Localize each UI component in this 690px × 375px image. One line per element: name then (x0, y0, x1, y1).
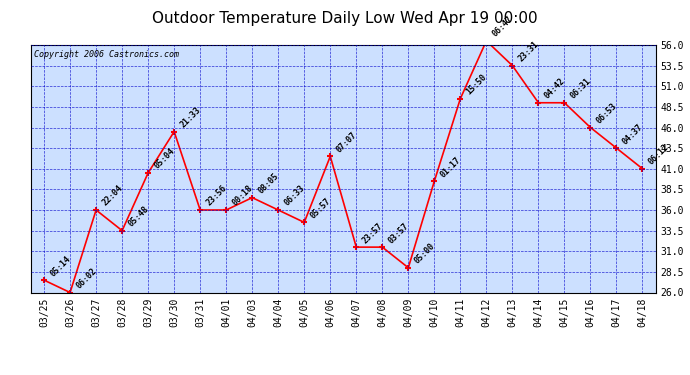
Text: 23:31: 23:31 (517, 39, 540, 63)
Text: 00:18: 00:18 (230, 184, 255, 208)
Text: Copyright 2006 Castronics.com: Copyright 2006 Castronics.com (34, 50, 179, 59)
Text: 04:37: 04:37 (620, 122, 644, 146)
Text: 06:02: 06:02 (75, 266, 98, 290)
Text: 04:42: 04:42 (542, 76, 566, 101)
Text: 05:48: 05:48 (126, 204, 150, 228)
Text: 06:33: 06:33 (282, 184, 306, 208)
Text: 06:31: 06:31 (569, 76, 593, 101)
Text: 05:04: 05:04 (152, 147, 177, 171)
Text: 08:05: 08:05 (257, 171, 280, 195)
Text: 21:33: 21:33 (178, 105, 202, 129)
Text: 15:50: 15:50 (464, 72, 489, 96)
Text: 23:57: 23:57 (360, 221, 384, 245)
Text: 05:14: 05:14 (48, 254, 72, 278)
Text: 06:12: 06:12 (647, 142, 671, 166)
Text: 05:57: 05:57 (308, 196, 333, 220)
Text: 23:56: 23:56 (204, 184, 228, 208)
Text: Outdoor Temperature Daily Low Wed Apr 19 00:00: Outdoor Temperature Daily Low Wed Apr 19… (152, 11, 538, 26)
Text: 06:53: 06:53 (595, 101, 619, 125)
Text: 05:00: 05:00 (413, 242, 437, 266)
Text: 06:47: 06:47 (491, 15, 515, 39)
Text: 22:04: 22:04 (100, 184, 124, 208)
Text: 01:17: 01:17 (439, 155, 462, 179)
Text: 03:57: 03:57 (386, 221, 411, 245)
Text: 07:07: 07:07 (335, 130, 359, 154)
